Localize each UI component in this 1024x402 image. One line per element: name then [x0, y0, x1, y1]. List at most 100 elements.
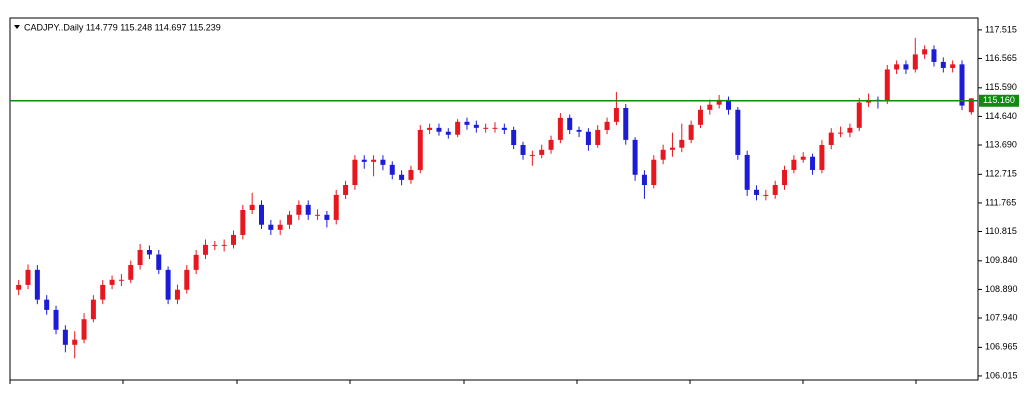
- candle-body: [324, 214, 330, 220]
- y-tick-label: 115.590: [985, 82, 1017, 92]
- candle-body: [146, 250, 152, 255]
- candle-body: [539, 149, 545, 155]
- candle-body: [202, 244, 208, 255]
- price-label-bg: [979, 94, 1019, 107]
- candle-body: [884, 69, 890, 101]
- candle-body: [483, 127, 489, 129]
- candle-body: [137, 250, 143, 266]
- candle-body: [520, 144, 526, 155]
- candle-body: [72, 339, 78, 345]
- candle-body: [399, 174, 405, 180]
- candle-body: [34, 269, 40, 300]
- candle-body: [838, 132, 844, 134]
- candle-body: [595, 129, 601, 145]
- candle-body: [725, 99, 731, 110]
- y-tick-label: 110.815: [985, 226, 1017, 236]
- y-tick-label: 108.890: [985, 284, 1018, 294]
- candle-body: [277, 224, 283, 230]
- candle-body: [240, 209, 246, 235]
- candle-body: [557, 117, 563, 140]
- y-tick-label: 117.515: [985, 24, 1017, 34]
- candle-body: [436, 127, 442, 132]
- candle-body: [585, 131, 591, 145]
- candle-body: [707, 104, 713, 110]
- candle-body: [501, 127, 507, 130]
- candle-body: [548, 139, 554, 150]
- y-tick-label: 116.565: [985, 53, 1017, 63]
- y-tick-label: 111.765: [985, 197, 1016, 207]
- y-tick-label: 106.015: [985, 370, 1018, 380]
- candle-body: [184, 269, 190, 290]
- candle-body: [679, 139, 685, 148]
- candle-body: [819, 144, 825, 170]
- candle-body: [922, 49, 928, 55]
- candle-body: [343, 185, 349, 195]
- candle-body: [576, 129, 582, 132]
- candle-body: [791, 159, 797, 170]
- candle-body: [62, 329, 68, 345]
- candle-body: [716, 99, 722, 105]
- candle-body: [940, 61, 946, 68]
- candle-body: [305, 204, 311, 215]
- candle-body: [810, 156, 816, 170]
- candle-body: [688, 124, 694, 140]
- chart-title: CADJPY..Daily 114.779 115.248 114.697 11…: [24, 22, 221, 32]
- candle-body: [16, 284, 22, 290]
- x-axis-ticks: [9, 380, 917, 384]
- candle-body: [53, 309, 59, 330]
- candle-body: [744, 154, 750, 190]
- candle-body: [25, 269, 31, 285]
- candle-body: [445, 131, 451, 135]
- candle-body: [212, 244, 218, 246]
- y-tick-label: 106.965: [985, 342, 1018, 352]
- candle-body: [604, 121, 610, 130]
- candle-body: [464, 121, 470, 125]
- candle-body: [763, 194, 769, 196]
- y-tick-label: 113.690: [985, 139, 1017, 149]
- candle-body: [968, 98, 974, 113]
- candle-body: [754, 189, 760, 195]
- candle-body: [950, 64, 956, 68]
- candle-body: [44, 299, 50, 310]
- candle-body: [800, 156, 806, 160]
- candle-body: [613, 107, 619, 122]
- candle-body: [296, 204, 302, 215]
- candle-body: [417, 129, 423, 170]
- candle-body: [259, 204, 265, 225]
- candle-body: [847, 127, 853, 133]
- candle-body: [828, 132, 834, 145]
- candle-body: [697, 109, 703, 125]
- candle-body: [511, 129, 517, 145]
- candle-body: [931, 49, 937, 62]
- candle-body: [352, 159, 358, 186]
- candle-body: [903, 64, 909, 70]
- candle-body: [90, 299, 96, 320]
- price-label: 115.160: [983, 95, 1015, 105]
- candle-body: [315, 214, 321, 216]
- candle-body: [165, 269, 171, 300]
- candle-body: [371, 159, 377, 162]
- candle-body: [361, 159, 367, 162]
- candle-body: [782, 169, 788, 186]
- candle-body: [632, 139, 638, 175]
- candle-body: [100, 284, 106, 300]
- candle-body: [380, 159, 386, 165]
- candle-body: [492, 127, 498, 129]
- candle-body: [333, 194, 339, 220]
- candle-body: [529, 154, 535, 156]
- candle-body: [249, 204, 255, 210]
- y-tick-label: 109.840: [985, 255, 1018, 265]
- candle-body: [221, 244, 227, 246]
- title-arrow: [14, 25, 20, 29]
- candle-body: [174, 289, 180, 300]
- candle-body: [156, 254, 162, 270]
- plot-frame: [9, 17, 979, 381]
- candle-body: [772, 185, 778, 195]
- candle-body: [641, 174, 647, 186]
- candle-body: [408, 169, 414, 180]
- candle-body: [109, 279, 115, 285]
- candle-body: [128, 265, 134, 280]
- candle-body: [287, 214, 293, 225]
- candle-body: [389, 164, 395, 175]
